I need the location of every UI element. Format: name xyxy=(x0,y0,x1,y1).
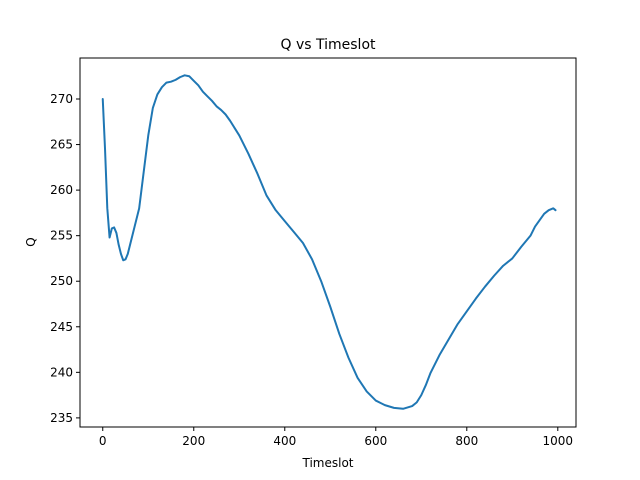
y-tick-label-260: 260 xyxy=(50,183,73,197)
y-tick-label-235: 235 xyxy=(50,411,73,425)
y-tick-label-245: 245 xyxy=(50,320,73,334)
x-tick-label-400: 400 xyxy=(273,434,296,448)
x-tick-label-1000: 1000 xyxy=(543,434,574,448)
x-tick-label-800: 800 xyxy=(455,434,478,448)
y-axis-label: Q xyxy=(24,237,38,246)
y-tick-label-240: 240 xyxy=(50,365,73,379)
x-axis-label: Timeslot xyxy=(302,456,354,470)
x-tick-label-600: 600 xyxy=(364,434,387,448)
chart-title: Q vs Timeslot xyxy=(281,37,377,53)
x-tick-label-0: 0 xyxy=(99,434,107,448)
y-tick-label-265: 265 xyxy=(50,138,73,152)
series-line-0 xyxy=(101,74,557,410)
y-tick-label-255: 255 xyxy=(50,229,73,243)
plot-area: 0 200 400 600 800 1000 235 240 245 250 255 260 265 27… xyxy=(50,57,577,448)
x-tick-label-200: 200 xyxy=(182,434,205,448)
axes-frame xyxy=(79,57,577,428)
y-tick-label-250: 250 xyxy=(50,274,73,288)
y-tick-label-270: 270 xyxy=(50,92,73,106)
